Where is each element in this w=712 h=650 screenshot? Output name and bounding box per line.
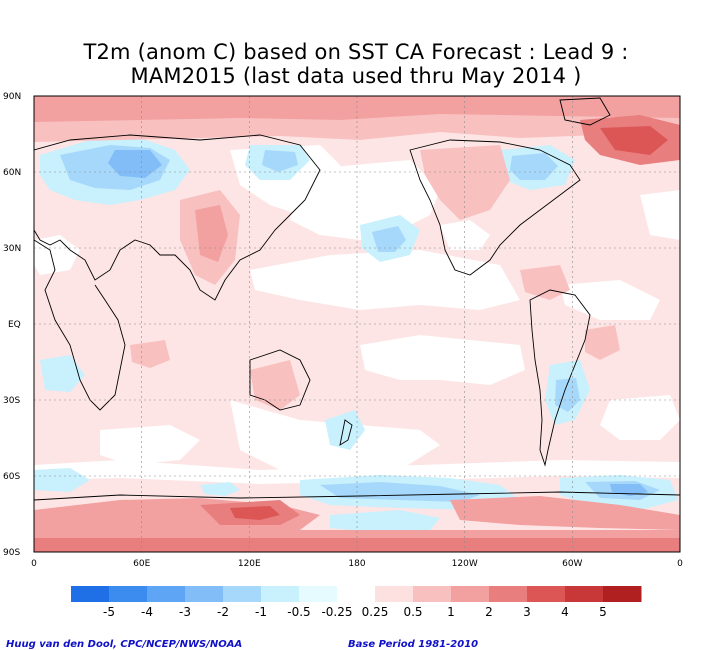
colorbar-swatch <box>413 586 452 602</box>
colorbar-swatch <box>489 586 528 602</box>
lon-label-120e: 120E <box>238 559 261 569</box>
colorbar-label: 1 <box>447 605 455 619</box>
lat-label-60s: 60S <box>3 472 20 482</box>
color-scale-legend: -5 -4 -3 -2 -1 -0.5 -0.25 0.25 0.5 1 2 3 4 5 <box>71 586 642 619</box>
cold-anomaly-regions <box>34 138 678 532</box>
longitude-labels: 0 60E 120E 180 120W 60W 0 <box>31 559 683 569</box>
warm-anomaly-regions <box>34 96 680 552</box>
colorbar-swatch <box>565 586 604 602</box>
colorbar-swatch <box>261 586 300 602</box>
colorbar-swatch <box>185 586 224 602</box>
colorbar-label: -5 <box>103 605 115 619</box>
colorbar-swatch <box>299 586 338 602</box>
colorbar-swatch <box>603 586 642 602</box>
map-frame <box>33 95 681 553</box>
lat-label-eq: EQ <box>8 320 21 330</box>
colorbar-swatch <box>451 586 490 602</box>
colorbar-swatch <box>375 586 414 602</box>
map-title-line-2: MAM2015 (last data used thru May 2014 ) <box>130 64 582 88</box>
colorbar-swatch <box>147 586 186 602</box>
colorbar-swatch <box>71 586 110 602</box>
lon-label-0-east: 0 <box>677 559 683 569</box>
lat-label-90n: 90N <box>3 92 21 102</box>
lat-label-90s: 90S <box>3 548 20 558</box>
lon-label-0: 0 <box>31 559 37 569</box>
lon-label-60e: 60E <box>133 559 150 569</box>
graticule <box>34 96 680 552</box>
colorbar-label: 5 <box>599 605 607 619</box>
lat-label-60n: 60N <box>3 168 21 178</box>
author-credit: Huug van den Dool, CPC/NCEP/NWS/NOAA <box>6 639 243 650</box>
colorbar-label: -2 <box>217 605 229 619</box>
colorbar-swatch <box>109 586 148 602</box>
base-period-note: Base Period 1981-2010 <box>348 639 479 650</box>
lon-label-180: 180 <box>348 559 365 569</box>
colorbar-label: -1 <box>255 605 267 619</box>
colorbar-label: -0.5 <box>287 605 310 619</box>
lat-label-30s: 30S <box>3 396 20 406</box>
colorbar-swatch <box>223 586 262 602</box>
colorbar-label: 2 <box>485 605 493 619</box>
colorbar-swatch <box>337 586 376 602</box>
colorbar-label: 4 <box>561 605 569 619</box>
colorbar-label: 0.25 <box>362 605 389 619</box>
colorbar-label: -3 <box>179 605 191 619</box>
latitude-labels: 90N 60N 30N EQ 30S 60S 90S <box>3 92 21 558</box>
map-title-line-1: T2m (anom C) based on SST CA Forecast : … <box>83 40 629 64</box>
colorbar-label: -0.25 <box>321 605 352 619</box>
lon-label-120w: 120W <box>452 559 478 569</box>
lat-label-30n: 30N <box>3 244 21 254</box>
colorbar-label: 0.5 <box>403 605 422 619</box>
colorbar-swatch <box>527 586 566 602</box>
coastlines <box>34 97 680 501</box>
lon-label-60w: 60W <box>562 559 582 569</box>
colorbar-label: -4 <box>141 605 153 619</box>
colorbar-label: 3 <box>523 605 531 619</box>
